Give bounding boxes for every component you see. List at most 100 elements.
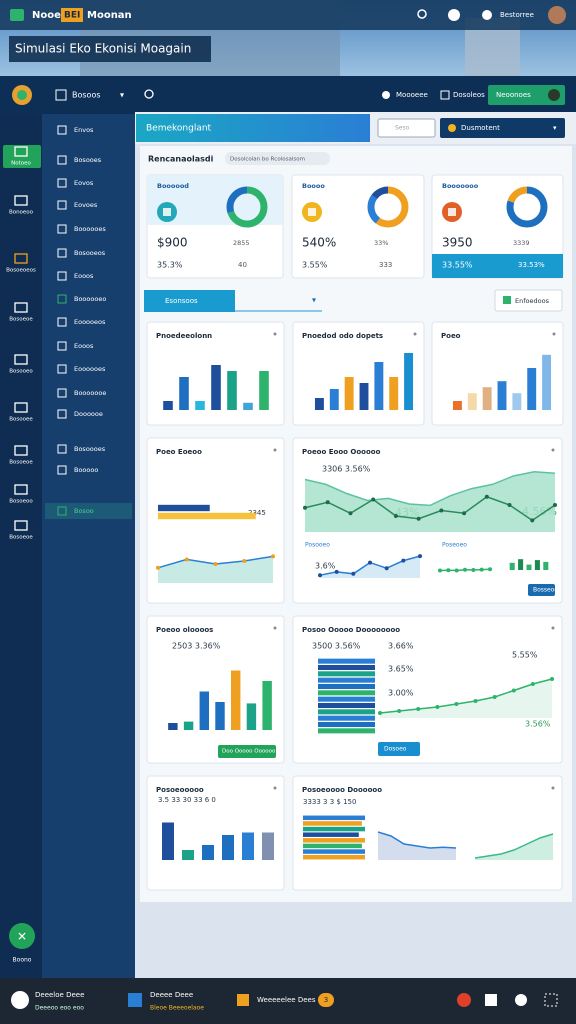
- header-avatar[interactable]: [548, 89, 560, 101]
- search-placeholder[interactable]: Seso: [395, 125, 410, 132]
- nav-icon[interactable]: [57, 294, 67, 304]
- card-menu[interactable]: [273, 626, 277, 630]
- nav-icon[interactable]: [57, 271, 67, 281]
- card-button-label[interactable]: Doo Ooooo Oooooo: [222, 749, 276, 755]
- rail-icon[interactable]: [14, 520, 28, 531]
- nav-item[interactable]: Envos: [74, 126, 94, 134]
- caret[interactable]: ▾: [312, 296, 316, 305]
- card-menu[interactable]: [551, 786, 555, 790]
- rail-icon[interactable]: [14, 445, 28, 456]
- nav-icon[interactable]: [57, 125, 67, 135]
- rail-icon[interactable]: [14, 302, 28, 313]
- nav-item[interactable]: Bosooes: [74, 156, 102, 164]
- nav-icon[interactable]: [57, 178, 67, 188]
- bottom-icon[interactable]: [544, 993, 558, 1007]
- user-icon[interactable]: [482, 10, 492, 20]
- rail-label[interactable]: Bosoeoe: [9, 535, 33, 541]
- card-menu[interactable]: [413, 332, 417, 336]
- bottom-icon[interactable]: [515, 994, 527, 1006]
- section-tab-bg[interactable]: [144, 290, 235, 312]
- card-button-label[interactable]: Bosseoo: [533, 587, 558, 594]
- nav-icon[interactable]: [57, 248, 67, 258]
- help-icon[interactable]: [448, 9, 460, 21]
- nav-icon[interactable]: [57, 444, 67, 454]
- rail-action[interactable]: [9, 923, 35, 949]
- rail-label[interactable]: Bonoeoo: [9, 210, 34, 216]
- nav-item[interactable]: Doooooe: [74, 410, 103, 418]
- caret[interactable]: ▾: [553, 124, 557, 132]
- bar: [182, 850, 194, 860]
- rail-action-icon[interactable]: ✕: [17, 930, 27, 944]
- header-link[interactable]: Moooeee: [396, 91, 428, 99]
- nav-item[interactable]: Booooooe: [74, 389, 106, 397]
- rail-icon[interactable]: [14, 402, 28, 413]
- card-button[interactable]: [218, 745, 276, 758]
- nav-icon[interactable]: [57, 465, 67, 475]
- rail-label[interactable]: Bosoeoe: [9, 317, 33, 323]
- nav-item[interactable]: Boooooeo: [74, 295, 106, 303]
- rail-label[interactable]: Notoeo: [11, 161, 31, 167]
- nav-item[interactable]: Bosoooes: [74, 445, 106, 453]
- rail-icon[interactable]: [14, 484, 28, 495]
- section-tab[interactable]: Esonsoos: [165, 297, 198, 305]
- rail-label[interactable]: Bosooeo: [9, 369, 33, 375]
- search-icon[interactable]: [417, 9, 427, 19]
- bottom-icon[interactable]: [485, 994, 497, 1006]
- export-bg[interactable]: [494, 289, 563, 312]
- search-icon[interactable]: [144, 89, 154, 99]
- nav-icon[interactable]: [57, 364, 67, 374]
- card-button-label[interactable]: Dosoeo: [384, 746, 407, 753]
- header-button[interactable]: Neoonoes: [496, 91, 531, 99]
- card-menu[interactable]: [551, 626, 555, 630]
- nav-icon[interactable]: [57, 388, 67, 398]
- nav-icon[interactable]: [57, 155, 67, 165]
- card-menu[interactable]: [273, 332, 277, 336]
- filter[interactable]: Dusmotent: [461, 124, 500, 132]
- card-menu[interactable]: [552, 332, 556, 336]
- caret[interactable]: ▾: [120, 91, 124, 100]
- rail-icon[interactable]: [14, 195, 28, 206]
- card-menu[interactable]: [273, 448, 277, 452]
- avatar[interactable]: [548, 6, 566, 24]
- nav-item[interactable]: Eovos: [74, 179, 94, 187]
- nav-item[interactable]: Booooo: [74, 466, 98, 474]
- rail-icon[interactable]: [14, 253, 28, 264]
- header-button-bg[interactable]: [488, 85, 565, 105]
- content-tab[interactable]: Bemekonglant: [146, 124, 212, 134]
- header-link[interactable]: Dosoleos: [453, 91, 485, 99]
- search-input[interactable]: [377, 118, 436, 138]
- nav-icon[interactable]: [57, 224, 67, 234]
- rail-label[interactable]: Bosoeoo: [9, 499, 33, 505]
- nav-icon[interactable]: [57, 506, 67, 516]
- bottom-icon[interactable]: [457, 993, 471, 1007]
- rail-label[interactable]: Bosoeoeos: [6, 268, 36, 274]
- nav-active[interactable]: [45, 503, 132, 519]
- card-menu[interactable]: [551, 448, 555, 452]
- nav-item[interactable]: Bosoo: [74, 507, 94, 515]
- rail-icon[interactable]: [14, 146, 28, 157]
- nav-item[interactable]: Eovoes: [74, 201, 98, 209]
- rail-action-label[interactable]: Boono: [13, 957, 32, 964]
- card-button[interactable]: [378, 742, 420, 756]
- nav-icon[interactable]: [57, 200, 67, 210]
- nav-item[interactable]: Eooos: [74, 272, 94, 280]
- rail-label[interactable]: Bosoeoe: [9, 460, 33, 466]
- rail-icon[interactable]: [14, 354, 28, 365]
- nav-item[interactable]: Eoooooes: [74, 365, 106, 373]
- card-menu[interactable]: [273, 786, 277, 790]
- nav-icon[interactable]: [57, 317, 67, 327]
- rail-label[interactable]: Bosooee: [9, 417, 33, 423]
- export[interactable]: Enfoedoos: [515, 297, 550, 305]
- nav-item[interactable]: Bosooeos: [74, 249, 106, 257]
- filter-bg[interactable]: [440, 118, 565, 138]
- nav-item[interactable]: Eooos: [74, 342, 94, 350]
- nav-icon[interactable]: [57, 409, 67, 419]
- nav-item[interactable]: Boooooes: [74, 225, 106, 233]
- user-name[interactable]: Bestorree: [500, 11, 534, 19]
- bottom-right[interactable]: Weeeeelee Dees: [257, 996, 316, 1004]
- content-tab-bg[interactable]: [136, 114, 370, 142]
- nav-icon[interactable]: [57, 341, 67, 351]
- card-button[interactable]: [528, 584, 555, 596]
- nav-item[interactable]: Eooooeos: [74, 318, 106, 326]
- workspace[interactable]: Bosoos: [72, 91, 101, 100]
